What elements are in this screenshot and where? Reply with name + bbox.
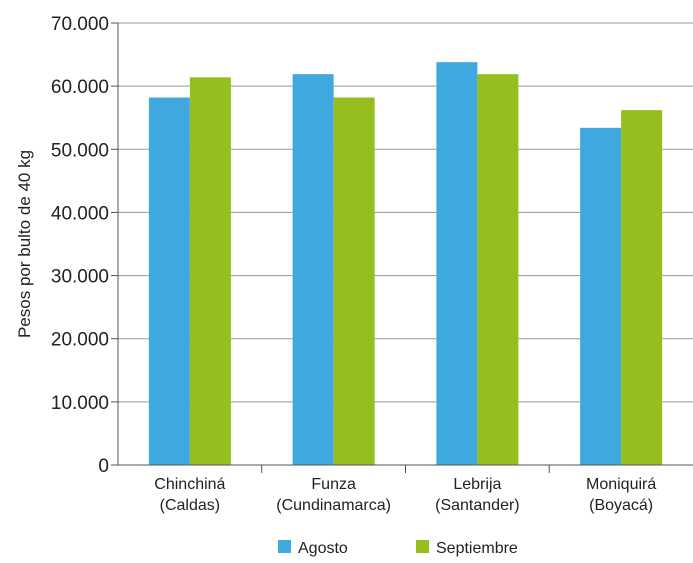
y-tick-label: 50.000 — [51, 140, 109, 161]
category-label-line: Chinchiná — [154, 476, 225, 493]
y-tick-label: 40.000 — [51, 203, 109, 224]
y-axis-label: Pesos por bulto de 40 kg — [15, 150, 34, 338]
y-tick-labels: 0 10.000 20.000 30.000 40.000 50.000 60.000 70.… — [51, 14, 109, 477]
y-tick-label: 60.000 — [51, 77, 109, 98]
bar-septiembre — [621, 110, 662, 465]
legend-label-agosto: Agosto — [298, 540, 348, 557]
category-label: Funza (Cundinamarca) — [276, 476, 391, 514]
bar-septiembre — [477, 74, 518, 465]
y-tick-label: 20.000 — [51, 330, 109, 351]
legend: Agosto Septiembre — [278, 540, 518, 557]
legend-swatch-septiembre — [416, 540, 429, 553]
bar-agosto — [293, 74, 334, 465]
category-label-line: (Cundinamarca) — [276, 497, 391, 514]
category-label-line: Lebrija — [453, 476, 501, 493]
category-label-line: Moniquirá — [586, 476, 656, 493]
bar-septiembre — [334, 98, 375, 465]
bars — [149, 62, 662, 465]
y-tick-label: 10.000 — [51, 393, 109, 414]
y-tick-label: 70.000 — [51, 14, 109, 35]
y-tick-label: 0 — [98, 456, 109, 477]
bar-septiembre — [190, 77, 231, 465]
x-category-labels: Chinchiná (Caldas) Funza (Cundinamarca) Lebr… — [154, 476, 656, 514]
category-label: Chinchiná (Caldas) — [154, 476, 225, 514]
bar-agosto — [149, 98, 190, 465]
y-tick-label: 30.000 — [51, 267, 109, 288]
category-label-line: (Caldas) — [160, 497, 220, 514]
category-label: Moniquirá (Boyacá) — [586, 476, 656, 514]
category-label-line: (Boyacá) — [589, 497, 653, 514]
bar-agosto — [580, 128, 621, 465]
bar-agosto — [436, 62, 477, 465]
legend-swatch-agosto — [278, 540, 291, 553]
category-label: Lebrija (Santander) — [435, 476, 520, 514]
category-label-line: (Santander) — [435, 497, 520, 514]
category-label-line: Funza — [311, 476, 356, 493]
legend-label-septiembre: Septiembre — [436, 540, 518, 557]
